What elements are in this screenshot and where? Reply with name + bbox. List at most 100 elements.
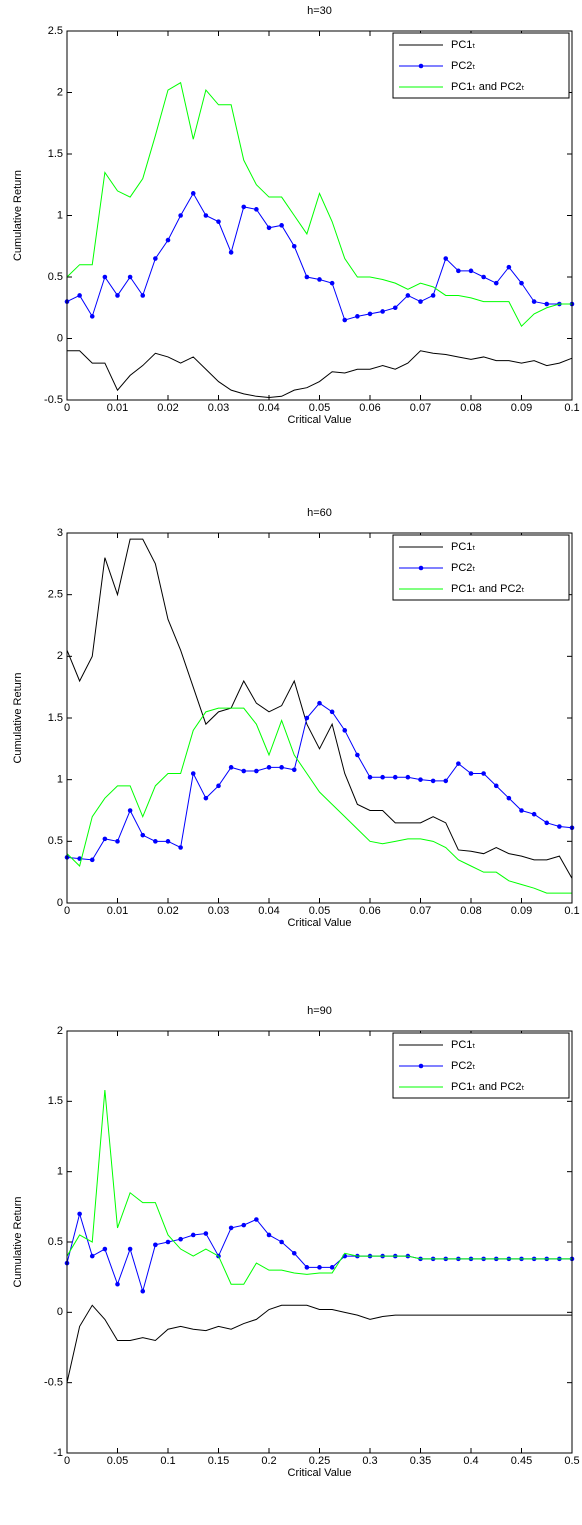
x-tick-label: 0.09 [511,905,532,917]
point-marker [115,839,120,844]
x-tick-label: 0.01 [107,402,128,414]
legend-label: PC1ₜ [451,39,476,51]
x-tick-label: 0.06 [359,905,380,917]
y-tick-label: -1 [53,1447,63,1459]
point-marker [493,783,499,789]
x-tick-label: 0.01 [107,905,128,917]
x-tick-label: 0.09 [511,402,532,414]
legend-label: PC2ₜ [451,60,476,72]
y-tick-label: 0 [57,332,63,344]
point-marker [228,765,234,770]
y-tick-label: 1 [57,774,63,786]
x-tick-label: 0 [64,1455,70,1467]
point-marker [127,274,133,280]
point-marker [481,771,486,776]
point-marker [367,774,373,780]
point-marker [140,1288,146,1294]
plot-area [67,1031,572,1453]
chart-title: h=30 [307,5,332,17]
legend-marker [418,63,424,69]
point-marker [367,311,373,317]
point-marker [115,293,120,298]
x-tick-label: 0.25 [309,1455,330,1467]
point-marker [140,832,146,838]
point-marker [506,264,512,270]
series-line [67,350,573,399]
series-line [66,81,572,328]
x-tick-label: 0.3 [362,1455,377,1467]
x-tick-label: 0.04 [258,402,279,414]
series-line [66,1090,572,1285]
point-marker [153,839,158,844]
y-tick-label: -0.5 [44,1377,63,1389]
legend-label: PC2ₜ [451,1060,476,1072]
x-tick-label: 0 [64,905,70,917]
point-marker [304,1265,310,1270]
point-marker [493,280,499,286]
x-tick-label: 0.05 [107,1455,128,1467]
legend-marker [418,1063,424,1069]
x-tick-label: 0.07 [410,402,431,414]
point-marker [228,250,234,255]
point-marker [291,767,297,773]
point-marker [557,824,562,829]
x-tick-label: 0.1 [564,905,579,917]
point-marker [279,1239,284,1245]
point-marker [531,811,537,817]
y-tick-label: 1.5 [48,712,63,724]
point-marker [392,774,398,780]
legend-label: PC1ₜ [451,541,476,553]
y-tick-label: 1.5 [48,148,63,160]
point-marker [241,1222,247,1228]
point-marker [190,1232,196,1238]
point-marker [342,317,348,323]
point-marker [456,268,461,274]
point-marker [203,795,209,801]
series-line [66,1304,572,1383]
x-tick-label: 0.08 [460,905,481,917]
point-marker [102,1246,108,1252]
x-tick-label: 0.06 [359,402,380,414]
x-tick-label: 0.02 [157,905,178,917]
point-marker [430,778,436,784]
chart-title: h=90 [307,1005,332,1017]
point-marker [178,1236,183,1242]
point-marker [216,219,221,224]
y-tick-label: 3 [57,527,63,539]
x-tick-label: 0.05 [309,905,330,917]
point-marker [241,768,247,774]
legend-label: PC1ₜ and PC2ₜ [451,81,525,93]
x-tick-label: 0.05 [309,402,330,414]
point-marker [291,1250,297,1256]
x-tick-label: 0.04 [258,905,279,917]
axes-frame [66,30,573,401]
legend-marker [418,565,424,571]
point-marker [178,213,183,218]
x-tick-label: 0.02 [157,402,178,414]
x-tick-label: 0.2 [261,1455,276,1467]
x-axis-label: Critical Value [288,414,352,426]
point-marker [89,857,95,863]
point-marker [102,836,108,842]
y-axis-label: Cumulative Return [12,170,24,261]
y-tick-label: 2.5 [48,589,63,601]
x-axis-label: Critical Value [288,917,352,929]
point-marker [380,774,385,780]
point-marker [228,1225,234,1231]
x-tick-label: 0.07 [410,905,431,917]
y-tick-label: 1 [57,209,63,221]
y-tick-label: 1 [57,1166,63,1178]
point-marker [405,293,411,298]
point-marker [506,795,512,801]
point-marker [266,765,272,770]
point-marker [342,728,348,733]
point-marker [291,243,297,249]
point-marker [456,761,461,766]
y-tick-label: 0 [57,1306,63,1318]
point-marker [418,777,423,782]
point-marker [519,280,524,286]
point-marker [544,820,550,826]
x-tick-label: 0.1 [160,1455,175,1467]
point-marker [468,268,474,274]
y-tick-label: 2.5 [48,25,63,37]
